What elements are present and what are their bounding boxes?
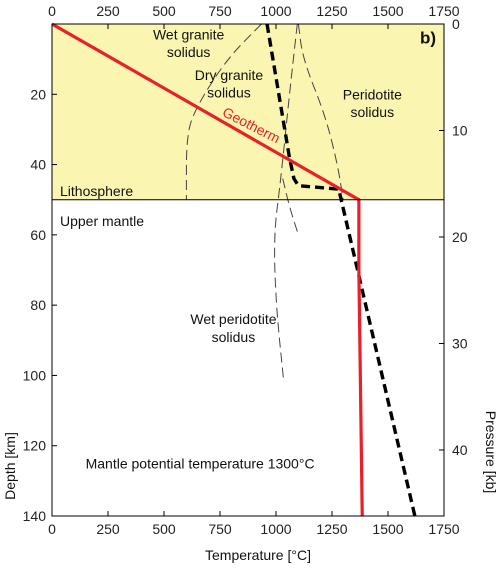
upper-mantle-label: Upper mantle xyxy=(60,213,144,229)
annotation-label: solidus xyxy=(351,104,395,120)
annotation-label: solidus xyxy=(167,44,211,60)
depth-tick-label: 120 xyxy=(23,438,47,454)
fill-layer xyxy=(52,24,444,200)
series-peridotite-solidus xyxy=(297,23,344,200)
depth-tick-label: 20 xyxy=(30,86,46,102)
panel-label: b) xyxy=(420,28,436,47)
x-tick-label-top: 1750 xyxy=(428,3,459,19)
pressure-tick-label: 40 xyxy=(452,442,468,458)
annotation-label: Mantle potential temperature 1300°C xyxy=(86,455,315,471)
x-tick-label-bottom: 0 xyxy=(48,521,56,537)
series-wet-granite-solidus xyxy=(185,23,262,200)
x-tick-label-top: 250 xyxy=(96,3,120,19)
annotation-label: solidus xyxy=(207,85,251,101)
x-tick-label-bottom: 1750 xyxy=(428,521,459,537)
depth-tick-label: 40 xyxy=(30,157,46,173)
lines-layer xyxy=(51,22,417,517)
x-axis-title: Temperature [°C] xyxy=(205,547,311,563)
pressure-tick-label: 20 xyxy=(452,229,468,245)
plot-frame xyxy=(51,23,445,517)
lithosphere-region xyxy=(52,24,444,200)
y-axis-title-right: Pressure [kb] xyxy=(483,411,499,493)
annotation-label: Wet granite xyxy=(153,27,225,43)
ticks-layer xyxy=(51,23,445,517)
series-wet-granite-solidus-tail xyxy=(282,178,299,236)
x-tick-label-bottom: 500 xyxy=(152,521,176,537)
annotation-label: solidus xyxy=(212,329,256,345)
x-tick-label-bottom: 750 xyxy=(208,521,232,537)
x-tick-label-top: 750 xyxy=(208,3,232,19)
depth-tick-label: 60 xyxy=(30,227,46,243)
x-tick-label-top: 1250 xyxy=(316,3,347,19)
frame-layer xyxy=(51,23,445,517)
series-dry-granite-solidus xyxy=(265,23,417,517)
x-tick-label-bottom: 250 xyxy=(96,521,120,537)
lithosphere-label: Lithosphere xyxy=(60,183,133,199)
text-layer: 0025025050050075075010001000125012501500… xyxy=(2,3,499,563)
x-tick-label-top: 0 xyxy=(48,3,56,19)
x-tick-label-top: 1500 xyxy=(372,3,403,19)
annotation-label: Wet peridotite xyxy=(190,311,276,327)
pressure-tick-label: 0 xyxy=(452,16,460,32)
pressure-tick-label: 30 xyxy=(452,335,468,351)
y-axis-title-left: Depth [km] xyxy=(2,432,18,500)
series-wet-peridotite-solidus xyxy=(274,23,298,383)
depth-tick-label: 100 xyxy=(23,367,47,383)
x-tick-label-bottom: 1250 xyxy=(316,521,347,537)
x-tick-label-bottom: 1500 xyxy=(372,521,403,537)
annotation-label: Peridotite xyxy=(343,86,402,102)
x-tick-label-top: 1000 xyxy=(260,3,291,19)
depth-tick-label: 140 xyxy=(23,508,47,524)
annotation-label: Dry granite xyxy=(195,67,264,83)
pressure-tick-label: 10 xyxy=(452,122,468,138)
series-geotherm xyxy=(51,22,364,517)
x-tick-label-top: 500 xyxy=(152,3,176,19)
x-tick-label-bottom: 1000 xyxy=(260,521,291,537)
depth-tick-label: 80 xyxy=(30,297,46,313)
